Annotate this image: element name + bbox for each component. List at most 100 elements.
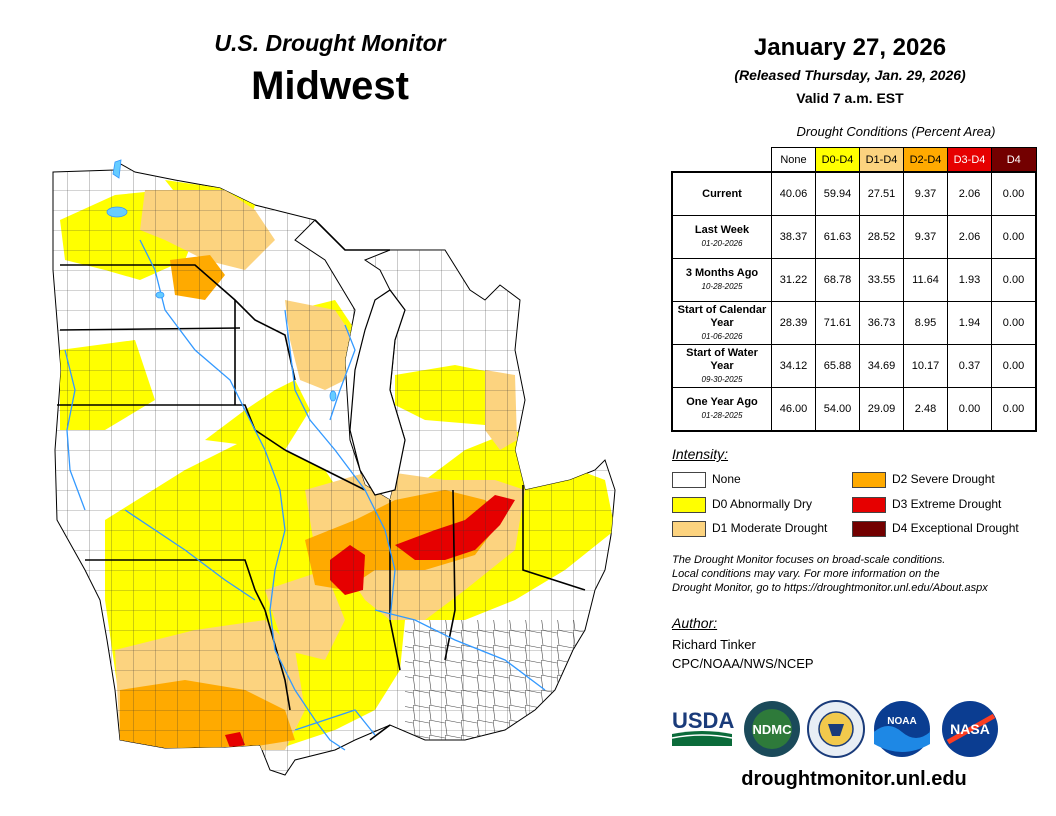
row-label-text: Last Week bbox=[694, 224, 750, 236]
table-cell: 2.06 bbox=[947, 215, 992, 259]
commerce-seal-logo bbox=[807, 700, 865, 758]
noaa-logo: NOAA bbox=[874, 701, 930, 757]
table-cell: 40.06 bbox=[771, 171, 816, 216]
row-label: Current bbox=[671, 171, 772, 216]
author-org: CPC/NOAA/NWS/NCEP bbox=[672, 656, 814, 671]
release-date: (Released Thursday, Jan. 29, 2026) bbox=[734, 67, 966, 83]
drought-conditions-table: None D0-D4 D1-D4 D2-D4 D3-D4 D4 Current 4… bbox=[671, 147, 1037, 432]
partner-logos: USDA NDMC NOAA NASA bbox=[668, 698, 1038, 760]
table-cell: 0.00 bbox=[991, 301, 1037, 345]
note-line: Drought Monitor, go to https://droughtmo… bbox=[672, 582, 988, 594]
row-label-text: 3 Months Ago bbox=[685, 267, 759, 279]
row-label-text: Start of Calendar Year bbox=[677, 303, 767, 329]
table-cell: 9.37 bbox=[903, 215, 948, 259]
table-row: Current 40.06 59.94 27.51 9.37 2.06 0.00 bbox=[671, 171, 1037, 216]
usda-logo: USDA bbox=[671, 708, 734, 746]
drought-monitor-title: U.S. Drought Monitor bbox=[214, 30, 446, 56]
table-cell: 9.37 bbox=[903, 171, 948, 216]
table-cell: 2.06 bbox=[947, 171, 992, 216]
legend-label: D4 Exceptional Drought bbox=[892, 521, 1019, 535]
table-cell: 34.69 bbox=[859, 344, 904, 388]
disclaimer-note: The Drought Monitor focuses on broad-sca… bbox=[672, 553, 1042, 595]
table-cell: 61.63 bbox=[815, 215, 860, 259]
legend-item: D4 Exceptional Drought bbox=[852, 520, 1019, 537]
nasa-text: NASA bbox=[950, 721, 990, 737]
col-header-d4: D4 bbox=[991, 147, 1037, 173]
website-url[interactable]: droughtmonitor.unl.edu bbox=[741, 768, 967, 790]
noaa-text: NOAA bbox=[887, 716, 916, 727]
table-row: One Year Ago 01-28-2025 46.00 54.00 29.09 2.4… bbox=[671, 387, 1037, 432]
table-cell: 11.64 bbox=[903, 258, 948, 302]
legend-swatch bbox=[852, 471, 886, 488]
region-title: Midwest bbox=[251, 64, 409, 108]
lake-michigan bbox=[349, 289, 406, 496]
table-cell: 46.00 bbox=[771, 387, 816, 432]
table-corner bbox=[672, 148, 772, 173]
legend-swatch bbox=[852, 496, 886, 513]
table-cell: 33.55 bbox=[859, 258, 904, 302]
col-header-d3-d4: D3-D4 bbox=[947, 147, 992, 173]
table-cell: 10.17 bbox=[903, 344, 948, 388]
row-label-date: 09-30-2025 bbox=[701, 374, 743, 384]
table-cell: 2.48 bbox=[903, 387, 948, 432]
col-header-d1-d4: D1-D4 bbox=[859, 147, 904, 173]
legend-item: D3 Extreme Drought bbox=[852, 496, 1002, 513]
table-cell: 0.00 bbox=[991, 387, 1037, 432]
table-cell: 28.52 bbox=[859, 215, 904, 259]
legend-label: D1 Moderate Drought bbox=[712, 521, 828, 535]
legend-item: D2 Severe Drought bbox=[852, 471, 995, 488]
row-label: Start of Water Year 09-30-2025 bbox=[671, 344, 772, 388]
table-cell: 0.00 bbox=[991, 344, 1037, 388]
table-cell: 28.39 bbox=[771, 301, 816, 345]
row-label: One Year Ago 01-28-2025 bbox=[671, 387, 772, 432]
row-label: Last Week 01-20-2026 bbox=[671, 215, 772, 259]
col-header-d0-d4: D0-D4 bbox=[815, 147, 860, 173]
row-label-date: 10-28-2025 bbox=[701, 282, 743, 291]
table-caption: Drought Conditions (Percent Area) bbox=[796, 124, 996, 139]
table-row: Start of Water Year 09-30-2025 34.12 65.88 3… bbox=[671, 344, 1037, 388]
row-label-text: Start of Water Year bbox=[686, 346, 758, 372]
table-row: 3 Months Ago 10-28-2025 31.22 68.78 33.55 11.… bbox=[671, 258, 1037, 302]
small-lakes bbox=[106, 159, 337, 402]
rivers bbox=[64, 239, 546, 751]
row-label: 3 Months Ago 10-28-2025 bbox=[671, 258, 772, 302]
map-date: January 27, 2026 bbox=[753, 34, 947, 61]
table-row: Start of Calendar Year 01-06-2026 28.39 71.… bbox=[671, 301, 1037, 345]
ndmc-text: NDMC bbox=[753, 722, 793, 737]
table-cell: 36.73 bbox=[859, 301, 904, 345]
table-cell: 0.00 bbox=[947, 387, 992, 432]
col-header-none: None bbox=[771, 147, 816, 173]
table-cell: 54.00 bbox=[815, 387, 860, 432]
legend-swatch bbox=[852, 520, 886, 537]
midwest-map-svg bbox=[52, 159, 616, 776]
table-cell: 0.00 bbox=[991, 258, 1037, 302]
ndmc-logo: NDMC bbox=[744, 701, 800, 757]
usda-text: USDA bbox=[672, 708, 734, 733]
table-cell: 38.37 bbox=[771, 215, 816, 259]
nasa-logo: NASA bbox=[942, 701, 998, 757]
legend-swatch bbox=[672, 496, 706, 513]
col-header-d2-d4: D2-D4 bbox=[903, 147, 948, 173]
table-cell: 31.22 bbox=[771, 258, 816, 302]
legend-swatch bbox=[672, 471, 706, 488]
intensity-heading: Intensity: bbox=[672, 446, 729, 462]
table-row: Last Week 01-20-2026 38.37 61.63 28.52 9.37 2.… bbox=[671, 215, 1037, 259]
row-label-text: Current bbox=[702, 187, 742, 200]
legend-label: D3 Extreme Drought bbox=[892, 497, 1002, 511]
legend-swatch bbox=[672, 520, 706, 537]
table-cell: 29.09 bbox=[859, 387, 904, 432]
author-name: Richard Tinker bbox=[672, 637, 756, 652]
legend-label: None bbox=[712, 472, 741, 486]
table-cell: 34.12 bbox=[771, 344, 816, 388]
state-boundaries bbox=[57, 219, 586, 741]
table-cell: 65.88 bbox=[815, 344, 860, 388]
table-cell: 0.37 bbox=[947, 344, 992, 388]
table-cell: 27.51 bbox=[859, 171, 904, 216]
row-label-date: 01-20-2026 bbox=[701, 239, 743, 248]
note-line: The Drought Monitor focuses on broad-sca… bbox=[672, 554, 946, 566]
table-cell: 59.94 bbox=[815, 171, 860, 216]
row-label: Start of Calendar Year 01-06-2026 bbox=[671, 301, 772, 345]
table-cell: 0.00 bbox=[991, 215, 1037, 259]
valid-time: Valid 7 a.m. EST bbox=[796, 90, 904, 106]
drought-map bbox=[45, 150, 625, 780]
